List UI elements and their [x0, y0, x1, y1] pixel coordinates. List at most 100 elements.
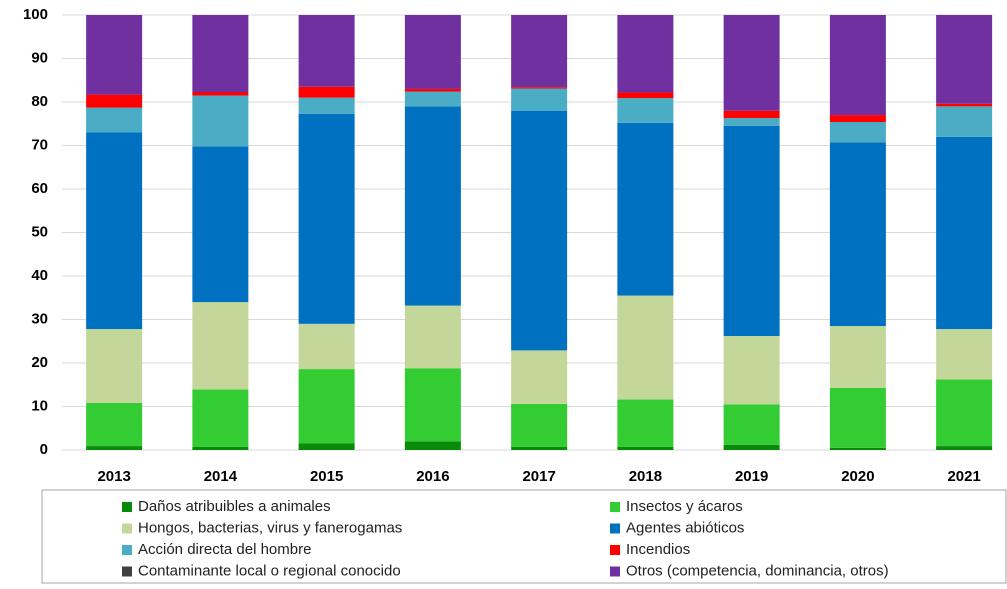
bar-segment	[617, 15, 674, 93]
bar-segment	[723, 444, 780, 450]
legend-swatch	[610, 502, 620, 512]
x-tick-label: 2019	[735, 468, 768, 485]
legend-label: Incendios	[626, 541, 690, 558]
x-tick-label: 2016	[416, 468, 449, 485]
legend-swatch	[610, 566, 620, 577]
bar-segment	[511, 15, 568, 88]
bar-segment	[404, 15, 461, 89]
legend-label: Otros (competencia, dominancia, otros)	[626, 562, 889, 579]
bar-segment	[298, 97, 355, 114]
bar-segment	[298, 86, 355, 98]
bar-segment	[298, 369, 355, 444]
bar-segment	[829, 15, 886, 116]
bar-segment	[86, 329, 143, 404]
bar-segment	[617, 122, 674, 296]
bar-segment	[192, 389, 249, 447]
y-tick-label: 80	[31, 93, 48, 110]
y-tick-label: 90	[31, 49, 48, 66]
bar-segment	[723, 118, 780, 126]
bar-segment	[511, 87, 568, 89]
bar-segment	[511, 110, 568, 351]
bar-segment	[404, 441, 461, 450]
y-tick-label: 30	[31, 310, 48, 327]
bar-segment	[617, 295, 674, 400]
bar-segment	[86, 403, 143, 447]
x-tick-label: 2015	[310, 468, 343, 485]
bar-segment	[192, 95, 249, 147]
bar-segment	[723, 15, 780, 111]
bar-segment	[192, 91, 249, 96]
y-tick-label: 60	[31, 180, 48, 197]
bar-segment	[511, 403, 568, 447]
bar-segment	[829, 447, 886, 450]
bar-segment	[617, 399, 674, 447]
bar-segment	[86, 107, 143, 133]
bar-segment	[511, 446, 568, 450]
y-tick-label: 50	[31, 223, 48, 240]
legend-label: Acción directa del hombre	[138, 541, 311, 558]
bar-segment	[617, 446, 674, 450]
bar-segment	[617, 92, 674, 99]
bar-segment	[936, 136, 993, 330]
x-tick-label: 2020	[841, 468, 874, 485]
bar-segment	[829, 142, 886, 327]
bar-segment	[511, 350, 568, 404]
bar-segment	[192, 15, 249, 92]
legend-swatch	[122, 502, 132, 512]
bar-segment	[86, 446, 143, 450]
x-tick-label: 2018	[629, 468, 662, 485]
bar-segment	[404, 91, 461, 107]
bar-segment	[192, 146, 249, 303]
bar-segment	[617, 98, 674, 123]
bar-segment	[298, 323, 355, 370]
y-tick-label: 100	[23, 6, 48, 23]
bar-segment	[192, 446, 249, 450]
x-tick-label: 2021	[947, 468, 980, 485]
bar-segment	[86, 94, 143, 108]
bar-segment	[829, 115, 886, 123]
bar-segment	[829, 326, 886, 388]
bar-segment	[404, 305, 461, 369]
bar-segment	[723, 125, 780, 337]
bar-segment	[936, 379, 993, 447]
x-tick-label: 2013	[97, 468, 130, 485]
bar-segment	[936, 15, 993, 104]
legend-label: Agentes abióticos	[626, 519, 744, 536]
legend-swatch	[610, 545, 620, 555]
y-tick-label: 20	[31, 354, 48, 371]
legend-swatch	[122, 523, 132, 534]
legend-label: Daños atribuibles a animales	[138, 498, 331, 515]
legend-label: Hongos, bacterias, virus y fanerogamas	[138, 519, 402, 536]
y-tick-label: 10	[31, 397, 48, 414]
legend-label: Insectos y ácaros	[626, 498, 743, 515]
y-tick-label: 40	[31, 267, 48, 284]
legend-label: Contaminante local o regional conocido	[138, 562, 401, 579]
bar-segment	[404, 368, 461, 442]
x-tick-label: 2017	[522, 468, 555, 485]
bar-segment	[723, 110, 780, 119]
legend-swatch	[122, 545, 132, 555]
bar-segment	[192, 302, 249, 390]
bar-segment	[936, 103, 993, 107]
bar-segment	[723, 336, 780, 405]
legend-swatch	[610, 523, 620, 534]
bar-segment	[829, 122, 886, 143]
bar-segment	[936, 106, 993, 137]
bar-segment	[511, 88, 568, 111]
bar-segment	[298, 443, 355, 450]
bar-segment	[936, 446, 993, 450]
bar-segment	[86, 132, 143, 330]
legend-swatch	[122, 566, 132, 577]
bar-segment	[404, 88, 461, 92]
bar-segment	[298, 15, 355, 87]
bar-segment	[936, 329, 993, 380]
y-tick-label: 0	[40, 441, 48, 458]
y-tick-label: 70	[31, 136, 48, 153]
bar-segment	[86, 15, 143, 95]
bar-segment	[829, 387, 886, 448]
bar-segment	[723, 404, 780, 445]
bar-segment	[404, 106, 461, 306]
x-tick-label: 2014	[204, 468, 238, 485]
legend-box	[41, 489, 1007, 584]
